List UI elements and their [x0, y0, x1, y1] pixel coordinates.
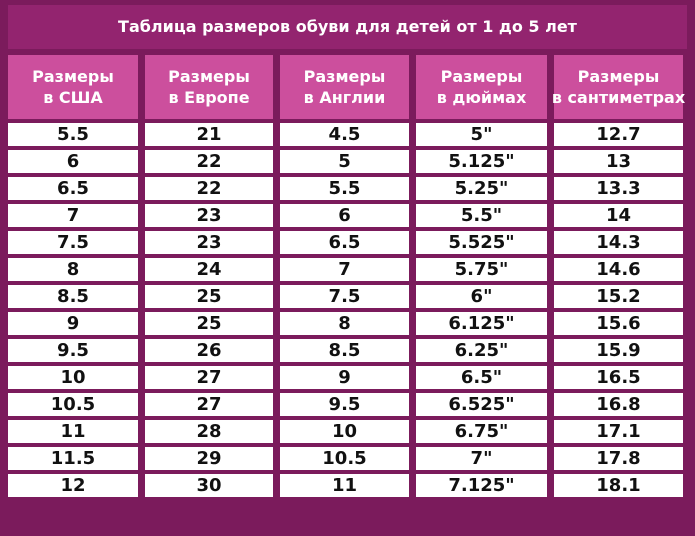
- cell-inches: 5.125": [416, 150, 547, 173]
- cell-us: 10: [8, 366, 138, 389]
- cell-uk: 5.5: [280, 177, 409, 200]
- cell-cm: 18.1: [554, 474, 683, 497]
- cell-europe: 24: [145, 258, 273, 281]
- cell-inches: 6.525": [416, 393, 547, 416]
- cell-us: 9.5: [8, 339, 138, 362]
- cell-europe: 27: [145, 366, 273, 389]
- cell-us: 8.5: [8, 285, 138, 308]
- cell-inches: 5": [416, 123, 547, 146]
- cell-inches: 6.5": [416, 366, 547, 389]
- cell-uk: 6.5: [280, 231, 409, 254]
- header-uk-line1: Размеры: [303, 67, 386, 86]
- header-cm-line2: в сантиметрах: [551, 88, 686, 107]
- cell-europe: 22: [145, 177, 273, 200]
- cell-europe: 22: [145, 150, 273, 173]
- cell-cm: 17.8: [554, 447, 683, 470]
- cell-cm: 14: [554, 204, 683, 227]
- cell-europe: 26: [145, 339, 273, 362]
- cell-cm: 14.6: [554, 258, 683, 281]
- cell-uk: 5: [280, 150, 409, 173]
- header-europe-line2: в Европе: [168, 88, 250, 107]
- header-cm-line1: Размеры: [577, 67, 660, 86]
- cell-us: 11.5: [8, 447, 138, 470]
- cell-cm: 17.1: [554, 420, 683, 443]
- cell-us: 9: [8, 312, 138, 335]
- cell-uk: 10.5: [280, 447, 409, 470]
- cell-uk: 10: [280, 420, 409, 443]
- cell-cm: 12.7: [554, 123, 683, 146]
- cell-us: 10.5: [8, 393, 138, 416]
- cell-us: 7.5: [8, 231, 138, 254]
- cell-inches: 6.75": [416, 420, 547, 443]
- header-inches-line2: в дюймах: [436, 88, 527, 107]
- cell-europe: 25: [145, 285, 273, 308]
- cell-cm: 13: [554, 150, 683, 173]
- cell-inches: 6.125": [416, 312, 547, 335]
- cell-cm: 15.6: [554, 312, 683, 335]
- cell-uk: 8: [280, 312, 409, 335]
- cell-cm: 15.2: [554, 285, 683, 308]
- cell-europe: 30: [145, 474, 273, 497]
- header-cm: Размеры в сантиметрах: [551, 55, 686, 119]
- header-us: Размеры в США: [8, 55, 138, 119]
- cell-europe: 21: [145, 123, 273, 146]
- table-title: Таблица размеров обуви для детей от 1 до…: [8, 5, 687, 49]
- cell-europe: 27: [145, 393, 273, 416]
- cell-inches: 5.25": [416, 177, 547, 200]
- cell-uk: 6: [280, 204, 409, 227]
- cell-europe: 29: [145, 447, 273, 470]
- header-inches: Размеры в дюймах: [416, 55, 547, 119]
- cell-us: 8: [8, 258, 138, 281]
- cell-cm: 16.5: [554, 366, 683, 389]
- cell-uk: 11: [280, 474, 409, 497]
- cell-inches: 5.525": [416, 231, 547, 254]
- cell-inches: 7.125": [416, 474, 547, 497]
- header-inches-line1: Размеры: [440, 67, 523, 86]
- cell-uk: 7.5: [280, 285, 409, 308]
- header-uk: Размеры в Англии: [280, 55, 409, 119]
- cell-cm: 13.3: [554, 177, 683, 200]
- header-us-line1: Размеры: [32, 67, 114, 86]
- cell-uk: 8.5: [280, 339, 409, 362]
- header-europe-line1: Размеры: [168, 67, 250, 86]
- cell-cm: 14.3: [554, 231, 683, 254]
- cell-us: 7: [8, 204, 138, 227]
- cell-us: 11: [8, 420, 138, 443]
- header-europe: Размеры в Европе: [145, 55, 273, 119]
- cell-uk: 9: [280, 366, 409, 389]
- cell-inches: 6.25": [416, 339, 547, 362]
- size-table: Размеры в США Размеры в Европе Размеры в…: [8, 55, 687, 497]
- cell-europe: 25: [145, 312, 273, 335]
- cell-cm: 15.9: [554, 339, 683, 362]
- cell-us: 6: [8, 150, 138, 173]
- cell-inches: 5.5": [416, 204, 547, 227]
- cell-cm: 16.8: [554, 393, 683, 416]
- cell-uk: 9.5: [280, 393, 409, 416]
- header-us-line2: в США: [43, 88, 103, 107]
- cell-uk: 7: [280, 258, 409, 281]
- cell-europe: 28: [145, 420, 273, 443]
- header-uk-line2: в Англии: [303, 88, 386, 107]
- cell-inches: 5.75": [416, 258, 547, 281]
- cell-inches: 7": [416, 447, 547, 470]
- cell-us: 5.5: [8, 123, 138, 146]
- cell-uk: 4.5: [280, 123, 409, 146]
- cell-us: 6.5: [8, 177, 138, 200]
- cell-europe: 23: [145, 231, 273, 254]
- cell-us: 12: [8, 474, 138, 497]
- cell-europe: 23: [145, 204, 273, 227]
- cell-inches: 6": [416, 285, 547, 308]
